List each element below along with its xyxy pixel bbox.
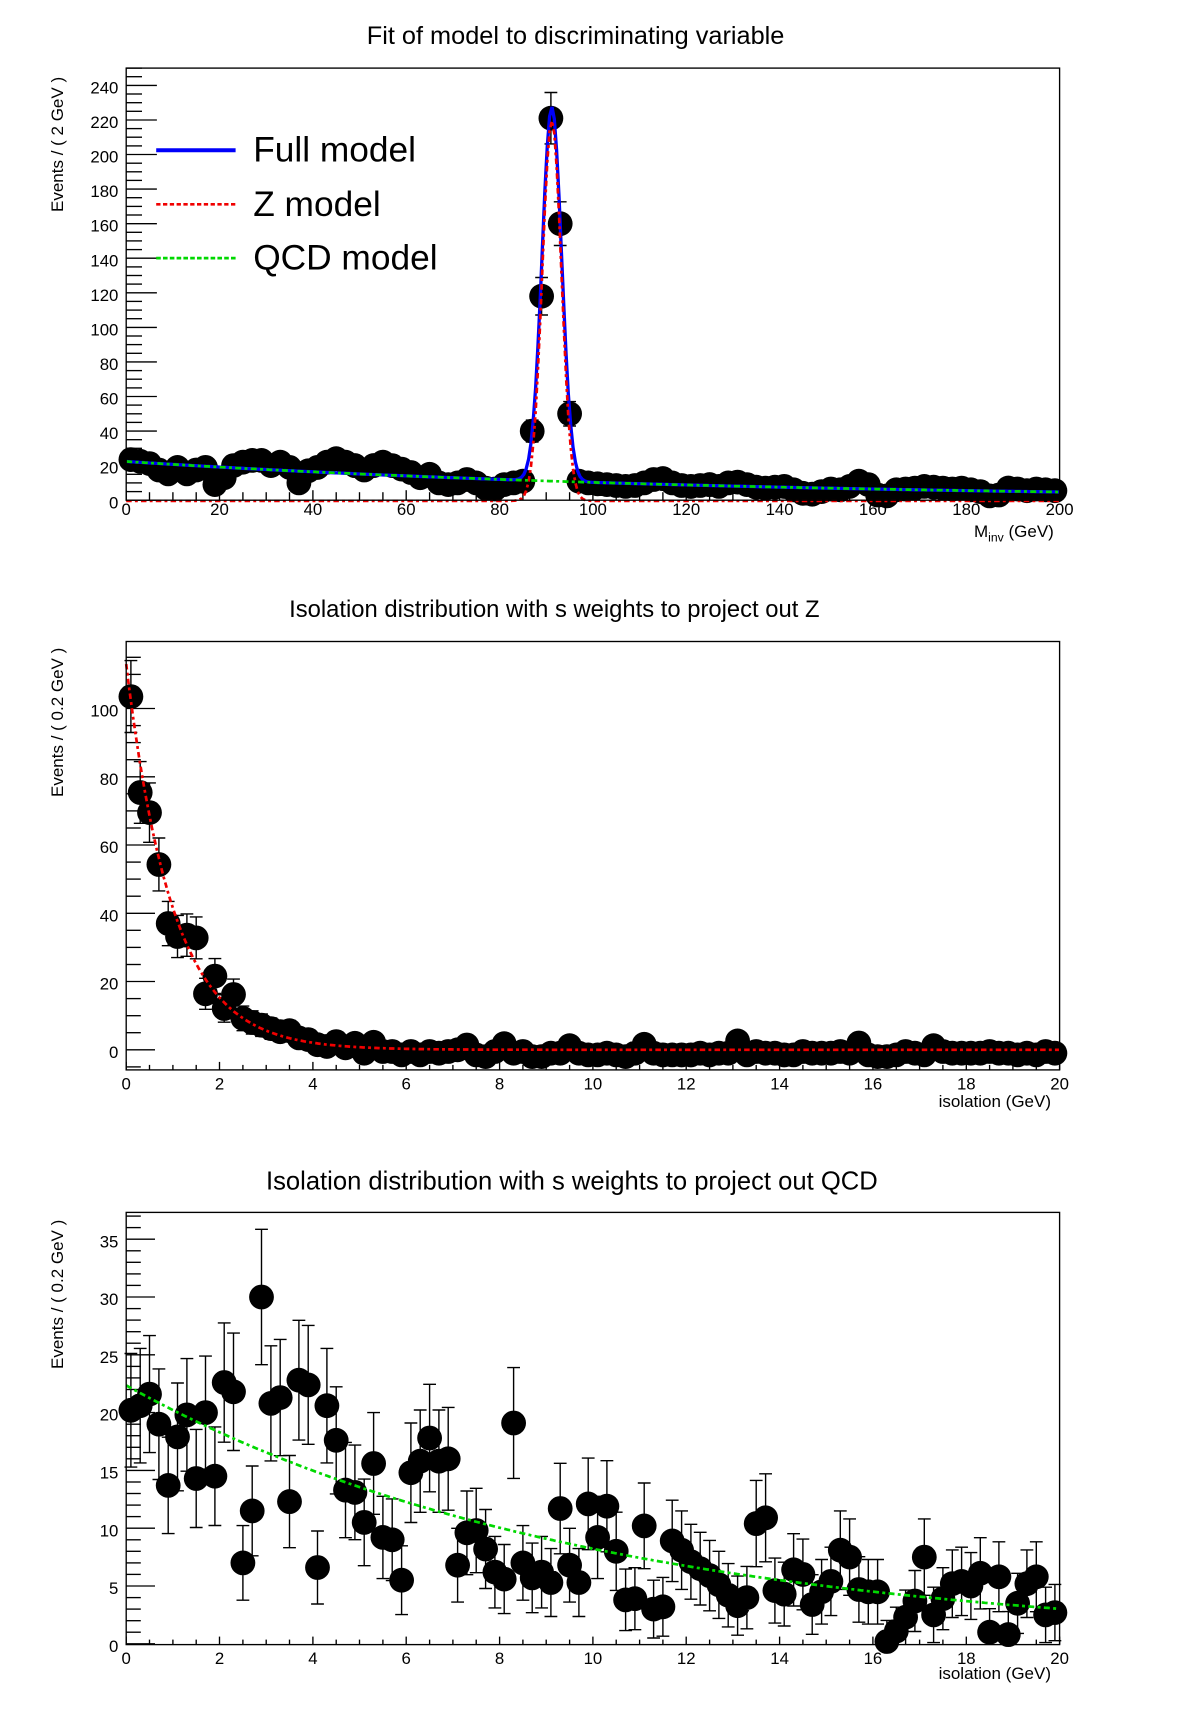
svg-text:220: 220 xyxy=(90,113,118,132)
svg-text:20: 20 xyxy=(100,459,119,478)
svg-text:Isolation distribution with s: Isolation distribution with s weights to… xyxy=(289,596,819,623)
svg-text:16: 16 xyxy=(864,1649,883,1668)
svg-text:0: 0 xyxy=(122,1649,131,1668)
svg-text:10: 10 xyxy=(584,1649,603,1668)
svg-text:0: 0 xyxy=(122,500,131,519)
svg-text:160: 160 xyxy=(90,217,118,236)
svg-text:200: 200 xyxy=(1046,500,1074,519)
svg-text:8: 8 xyxy=(495,1074,504,1093)
svg-text:60: 60 xyxy=(100,838,119,857)
svg-text:14: 14 xyxy=(770,1074,789,1093)
svg-text:12: 12 xyxy=(677,1074,696,1093)
svg-text:6: 6 xyxy=(402,1074,411,1093)
svg-text:30: 30 xyxy=(100,1290,119,1309)
svg-text:0: 0 xyxy=(109,493,118,512)
svg-text:40: 40 xyxy=(100,424,119,443)
svg-text:60: 60 xyxy=(100,390,119,409)
svg-text:18: 18 xyxy=(957,1649,976,1668)
svg-text:14: 14 xyxy=(770,1649,789,1668)
svg-text:140: 140 xyxy=(766,500,794,519)
svg-text:120: 120 xyxy=(672,500,700,519)
svg-text:100: 100 xyxy=(90,702,118,721)
svg-text:60: 60 xyxy=(397,500,416,519)
svg-text:80: 80 xyxy=(100,355,119,374)
svg-text:25: 25 xyxy=(100,1348,119,1367)
svg-text:QCD model: QCD model xyxy=(253,239,437,278)
svg-text:140: 140 xyxy=(90,251,118,270)
svg-text:20: 20 xyxy=(100,1406,119,1425)
svg-text:isolation (GeV): isolation (GeV) xyxy=(939,1664,1051,1683)
svg-text:16: 16 xyxy=(864,1074,883,1093)
svg-text:10: 10 xyxy=(584,1074,603,1093)
svg-text:40: 40 xyxy=(100,906,119,925)
svg-text:20: 20 xyxy=(100,975,119,994)
svg-text:Z model: Z model xyxy=(253,185,381,224)
svg-text:4: 4 xyxy=(308,1074,317,1093)
svg-text:20: 20 xyxy=(1050,1649,1069,1668)
svg-text:80: 80 xyxy=(490,500,509,519)
svg-text:100: 100 xyxy=(90,320,118,339)
svg-text:Events / ( 0.2 GeV ): Events / ( 0.2 GeV ) xyxy=(48,648,67,797)
svg-text:12: 12 xyxy=(677,1649,696,1668)
svg-text:2: 2 xyxy=(215,1649,224,1668)
svg-text:Isolation distribution with s: Isolation distribution with s weights to… xyxy=(266,1168,878,1196)
svg-text:40: 40 xyxy=(304,500,323,519)
svg-text:0: 0 xyxy=(122,1074,131,1093)
svg-text:200: 200 xyxy=(90,148,118,167)
svg-text:2: 2 xyxy=(215,1074,224,1093)
svg-text:Events / ( 2 GeV ): Events / ( 2 GeV ) xyxy=(48,77,67,212)
svg-text:Full model: Full model xyxy=(253,131,416,170)
svg-text:Fit of model to discriminating: Fit of model to discriminating variable xyxy=(367,22,785,50)
svg-text:120: 120 xyxy=(90,286,118,305)
svg-text:80: 80 xyxy=(100,770,119,789)
svg-text:8: 8 xyxy=(495,1649,504,1668)
svg-text:0: 0 xyxy=(109,1043,118,1062)
svg-text:15: 15 xyxy=(100,1464,119,1483)
svg-text:20: 20 xyxy=(210,500,229,519)
svg-text:0: 0 xyxy=(109,1637,118,1656)
svg-text:240: 240 xyxy=(90,79,118,98)
svg-text:180: 180 xyxy=(952,500,980,519)
svg-text:18: 18 xyxy=(957,1074,976,1093)
svg-text:180: 180 xyxy=(90,182,118,201)
svg-text:Events / ( 0.2 GeV ): Events / ( 0.2 GeV ) xyxy=(48,1220,67,1369)
svg-text:10: 10 xyxy=(100,1521,119,1540)
svg-text:isolation (GeV): isolation (GeV) xyxy=(939,1092,1051,1111)
svg-text:35: 35 xyxy=(100,1232,119,1251)
svg-text:4: 4 xyxy=(308,1649,317,1668)
svg-text:20: 20 xyxy=(1050,1074,1069,1093)
svg-text:5: 5 xyxy=(109,1579,118,1598)
svg-text:100: 100 xyxy=(579,500,607,519)
svg-text:6: 6 xyxy=(402,1649,411,1668)
